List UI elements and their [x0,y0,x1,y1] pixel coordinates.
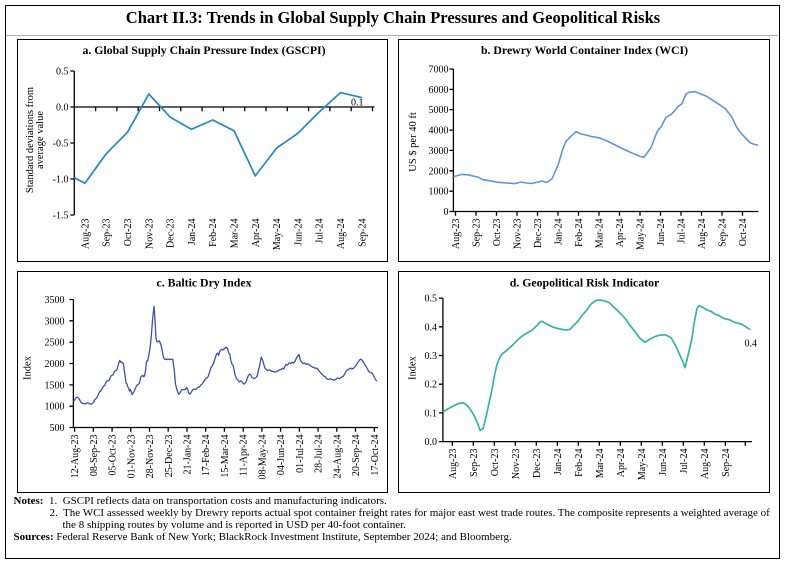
svg-text:Mar-24: Mar-24 [595,219,606,249]
svg-text:05-Oct-23: 05-Oct-23 [108,435,119,476]
svg-text:0.5: 0.5 [56,67,69,78]
svg-text:12-Aug-23: 12-Aug-23 [70,435,81,479]
svg-text:Mar-24: Mar-24 [595,449,606,479]
svg-text:average value: average value [35,111,46,169]
svg-text:3500: 3500 [45,295,65,306]
svg-text:08-May-24: 08-May-24 [257,435,268,480]
svg-text:Index: Index [407,355,418,380]
svg-text:04-Jun-24: 04-Jun-24 [276,435,287,476]
svg-text:Sep-23: Sep-23 [102,219,113,247]
svg-text:01-Nov-23: 01-Nov-23 [126,435,137,479]
svg-text:3000: 3000 [45,316,65,327]
svg-text:Chart II.3: Trends in Global S: Chart II.3: Trends in Global Supply Chai… [126,8,661,27]
svg-text:Feb-24: Feb-24 [574,219,585,247]
svg-text:4000: 4000 [429,126,449,137]
svg-text:Dec-23: Dec-23 [166,219,177,248]
svg-text:Aug-23: Aug-23 [451,219,462,250]
svg-text:08-Sep-23: 08-Sep-23 [89,435,100,477]
svg-text:Jun-24: Jun-24 [656,219,667,246]
svg-text:1000: 1000 [429,187,449,198]
svg-text:Aug-24: Aug-24 [336,219,347,250]
svg-text:15-Mar-24: 15-Mar-24 [220,435,231,478]
svg-text:11-Apr-24: 11-Apr-24 [239,435,250,477]
svg-text:Oct-23: Oct-23 [123,219,134,247]
svg-text:May-24: May-24 [637,449,648,481]
svg-text:Jan-24: Jan-24 [187,219,198,246]
svg-text:Jun-24: Jun-24 [658,449,669,476]
svg-text:Sep-23: Sep-23 [469,449,480,477]
svg-text:0.4: 0.4 [425,322,438,333]
svg-text:0.2: 0.2 [425,380,438,391]
svg-text:Sep-24: Sep-24 [721,449,732,477]
svg-text:Feb-24: Feb-24 [574,449,585,477]
svg-text:Jul-24: Jul-24 [679,449,690,474]
svg-text:a. Global Supply Chain Pressur: a. Global Supply Chain Pressure Index (G… [82,43,325,57]
svg-text:0.3: 0.3 [425,351,438,362]
svg-text:Oct-23: Oct-23 [492,219,503,247]
svg-text:Apr-24: Apr-24 [616,449,627,478]
svg-text:28-Nov-23: 28-Nov-23 [145,435,156,479]
svg-text:0.4: 0.4 [745,339,758,350]
svg-text:21-Jan-24: 21-Jan-24 [183,435,194,475]
svg-text:1000: 1000 [45,402,65,413]
svg-text:May-24: May-24 [272,219,283,251]
svg-text:Nov-23: Nov-23 [511,449,522,480]
svg-text:-1.0: -1.0 [53,175,69,186]
svg-text:Aug-23: Aug-23 [448,449,459,480]
svg-text:1500: 1500 [45,380,65,391]
svg-text:Mar-24: Mar-24 [230,219,241,249]
svg-text:Aug-23: Aug-23 [80,219,91,250]
svg-text:0: 0 [444,207,449,218]
svg-text:7000: 7000 [429,65,449,76]
svg-text:2500: 2500 [45,338,65,349]
svg-text:Jan-24: Jan-24 [553,449,564,476]
svg-text:3000: 3000 [429,146,449,157]
svg-text:6000: 6000 [429,85,449,96]
svg-text:Nov-23: Nov-23 [513,219,524,250]
svg-text:Nov-23: Nov-23 [144,219,155,250]
svg-text:Oct-23: Oct-23 [490,449,501,477]
svg-text:-1.5: -1.5 [53,211,69,222]
svg-text:2000: 2000 [45,359,65,370]
svg-text:20-Sep-24: 20-Sep-24 [351,435,362,477]
svg-text:d. Geopolitical Risk Indicator: d. Geopolitical Risk Indicator [510,275,659,289]
svg-text:0.0: 0.0 [425,437,438,448]
svg-text:28-Jul-24: 28-Jul-24 [314,435,325,473]
svg-text:Jun-24: Jun-24 [293,219,304,246]
svg-text:5000: 5000 [429,105,449,116]
svg-text:01-Jul-24: 01-Jul-24 [295,435,306,473]
svg-text:Jul-24: Jul-24 [677,219,688,244]
svg-text:b. Drewry World Container Inde: b. Drewry World Container Index (WCI) [481,43,688,57]
svg-text:Feb-24: Feb-24 [208,219,219,247]
svg-text:Oct-24: Oct-24 [738,219,749,247]
svg-text:Sep-24: Sep-24 [718,219,729,247]
svg-text:0.5: 0.5 [425,294,438,305]
svg-text:0.1: 0.1 [425,408,438,419]
svg-text:17-Oct-24: 17-Oct-24 [370,435,381,476]
svg-text:17-Feb-24: 17-Feb-24 [201,435,212,477]
svg-text:Aug-24: Aug-24 [700,449,711,480]
svg-text:0.0: 0.0 [56,103,69,114]
svg-text:Apr-24: Apr-24 [251,219,262,248]
svg-text:Standard deviations from: Standard deviations from [25,87,36,193]
svg-text:2000: 2000 [429,166,449,177]
svg-text:-0.5: -0.5 [53,139,69,150]
svg-text:c. Baltic Dry Index: c. Baltic Dry Index [156,275,251,289]
svg-text:Jan-24: Jan-24 [554,219,565,246]
svg-text:Apr-24: Apr-24 [615,219,626,248]
svg-text:Jul-24: Jul-24 [315,219,326,244]
svg-text:Aug-24: Aug-24 [697,219,708,250]
svg-text:Sep-24: Sep-24 [357,219,368,247]
svg-text:US $ per 40 ft: US $ per 40 ft [408,112,419,172]
svg-text:Dec-23: Dec-23 [533,219,544,248]
svg-text:Sep-23: Sep-23 [472,219,483,247]
svg-text:24-Aug-24: 24-Aug-24 [332,435,343,479]
svg-text:500: 500 [50,423,65,434]
svg-text:0.1: 0.1 [351,97,364,108]
svg-text:25-Dec-23: 25-Dec-23 [164,435,175,478]
svg-text:Index: Index [23,355,34,380]
svg-text:Dec-23: Dec-23 [532,449,543,478]
svg-text:May-24: May-24 [636,219,647,251]
